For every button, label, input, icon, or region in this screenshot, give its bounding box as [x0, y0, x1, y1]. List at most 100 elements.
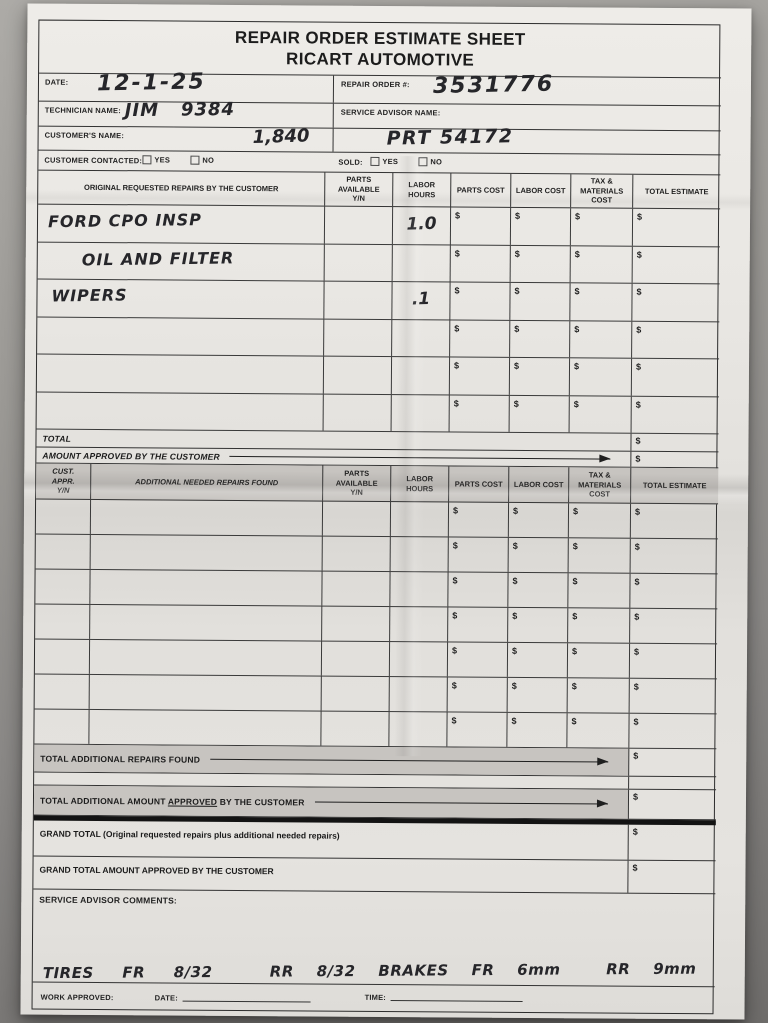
- dollar-sign: $: [511, 715, 517, 726]
- comments-handwriting: TIRES FR 8/32 RR 8/32 BRAKES FR 6mm RR 9…: [42, 959, 697, 983]
- description-cell: [37, 317, 323, 355]
- dollar-sign: $: [515, 210, 521, 221]
- dollar-sign: $: [511, 645, 518, 656]
- customer-contacted-no-checkbox: [190, 155, 200, 165]
- additional-repairs-header: CUST. APPR. Y/N ADDITIONAL NEEDED REPAIR…: [36, 463, 719, 505]
- labor-cost-cell: $: [509, 320, 570, 358]
- grand-total-row: GRAND TOTAL (Original requested repairs …: [33, 820, 716, 862]
- service-advisor-label: SERVICE ADVISOR NAME:: [340, 107, 441, 118]
- arrow-line: [229, 455, 611, 460]
- description-handwriting: FORD CPO INSP: [47, 210, 203, 232]
- dollar-sign: $: [571, 716, 577, 727]
- dollar-sign: $: [574, 286, 580, 297]
- header-description: ORIGINAL REQUESTED REPAIRS BY THE CUSTOM…: [83, 182, 279, 194]
- label-suffix: BY THE CUSTOMER: [217, 796, 305, 807]
- header-total-estimate: TOTAL ESTIMATE: [642, 480, 707, 491]
- total-estimate-cell: $: [629, 573, 718, 609]
- labor-hours-cell: [389, 502, 449, 537]
- labor-cost-cell: $: [509, 282, 570, 320]
- dollar-sign: $: [574, 323, 580, 334]
- work-approved-label: WORK APPROVED:: [40, 992, 114, 1003]
- dollar-sign: $: [452, 505, 459, 516]
- dollar-sign: $: [453, 397, 459, 409]
- sold-yes-checkbox: [370, 156, 380, 166]
- customer-name-value-left: 1,840: [252, 125, 310, 149]
- original-repairs-rows: FORD CPO INSP 1.0 $ $ $ $ OIL AND FILTER $ $ $ $ WI…: [36, 204, 721, 435]
- dollar-sign: $: [451, 680, 457, 691]
- dollar-sign: $: [634, 541, 640, 552]
- grand-total-approved-label: GRAND TOTAL AMOUNT APPROVED BY THE CUSTO…: [39, 864, 274, 877]
- total-estimate-cell: $: [629, 503, 719, 539]
- dollar-sign: $: [514, 323, 520, 334]
- dollar-sign: $: [633, 681, 639, 692]
- labor-hours-cell: [388, 712, 447, 747]
- parts-cost-cell: $: [448, 394, 509, 432]
- original-repairs-header: ORIGINAL REQUESTED REPAIRS BY THE CUSTOM…: [38, 170, 721, 210]
- parts-cost-cell: $: [449, 319, 510, 357]
- table-row: WIPERS .1 $ $ $ $: [37, 279, 720, 322]
- sold-label: SOLD:: [338, 157, 363, 167]
- arrow-line: [314, 801, 608, 805]
- description-handwriting: WIPERS: [51, 285, 128, 306]
- header-parts-cost: PARTS COST: [454, 479, 503, 489]
- dollar-sign: $: [633, 750, 639, 761]
- total-additional-amount-cell: $: [628, 748, 717, 777]
- dollar-sign: $: [512, 505, 519, 516]
- dollar-sign: $: [452, 540, 458, 551]
- table-row: $ $ $ $: [34, 639, 718, 680]
- header-cust-appr: CUST. APPR. Y/N: [51, 467, 75, 495]
- parts-available-cell: [323, 206, 393, 244]
- approved-amount-cell: $: [630, 451, 719, 468]
- date-label: DATE:: [44, 77, 69, 87]
- labor-cost-cell: $: [506, 712, 567, 748]
- description-handwriting: OIL AND FILTER: [81, 247, 235, 269]
- customer-contacted-label: CUSTOMER CONTACTED:: [44, 155, 143, 166]
- dollar-sign: $: [573, 361, 580, 372]
- dollar-sign: $: [636, 286, 642, 297]
- labor-hours-handwriting: 1.0: [406, 213, 437, 235]
- grand-total-label: GRAND TOTAL (Original requested repairs …: [40, 828, 340, 840]
- labor-cost-cell: $: [509, 207, 571, 245]
- description-cell: [88, 709, 321, 746]
- total-estimate-cell: $: [631, 321, 720, 359]
- dollar-sign: $: [572, 506, 579, 517]
- dollar-sign: $: [635, 361, 642, 372]
- dollar-sign: $: [637, 211, 643, 222]
- labor-cost-cell: $: [508, 395, 569, 433]
- labor-hours-cell: [390, 357, 450, 394]
- label-prefix: TOTAL ADDITIONAL AMOUNT: [39, 795, 168, 806]
- yes-label: YES: [382, 156, 399, 167]
- dollar-sign: $: [635, 453, 641, 464]
- header-labor-cost: LABOR COST: [513, 479, 564, 490]
- description-cell: [37, 392, 323, 430]
- grand-total-amount-cell: $: [627, 824, 716, 861]
- column-divider: [332, 75, 335, 103]
- total-estimate-cell: $: [630, 358, 720, 396]
- parts-available-cell: [323, 244, 392, 282]
- total-estimate-cell: $: [628, 643, 718, 679]
- parts-cost-cell: $: [446, 677, 507, 712]
- dollar-sign: $: [634, 611, 640, 622]
- technician-value: JIM 9384: [124, 98, 236, 122]
- total-estimate-cell: $: [628, 713, 717, 749]
- total-additional-approved-row: TOTAL ADDITIONAL AMOUNT APPROVED BY THE …: [33, 785, 717, 821]
- work-date-label: DATE:: [154, 993, 178, 1003]
- table-row: $ $ $ $: [35, 604, 718, 645]
- dollar-sign: $: [512, 575, 518, 586]
- labor-hours-handwriting: .1: [411, 288, 431, 310]
- dollar-sign: $: [571, 646, 578, 657]
- dollar-sign: $: [514, 248, 520, 259]
- dollar-sign: $: [633, 646, 640, 657]
- header-total-estimate: TOTAL ESTIMATE: [644, 186, 709, 197]
- dollar-sign: $: [635, 399, 641, 410]
- labor-hours-cell: [388, 642, 448, 677]
- parts-cost-cell: $: [447, 572, 508, 607]
- header-description: ADDITIONAL NEEDED REPAIRS FOUND: [135, 477, 279, 488]
- tax-materials-cost-cell: $: [569, 283, 632, 321]
- tax-materials-cost-cell: $: [567, 608, 630, 643]
- dollar-sign: $: [632, 791, 639, 802]
- dollar-sign: $: [451, 715, 457, 726]
- grand-total-main: GRAND TOTAL: [39, 828, 101, 839]
- description-cell: [37, 355, 323, 393]
- service-advisor-comments: SERVICE ADVISOR COMMENTS: TIRES FR 8/32 …: [32, 889, 716, 988]
